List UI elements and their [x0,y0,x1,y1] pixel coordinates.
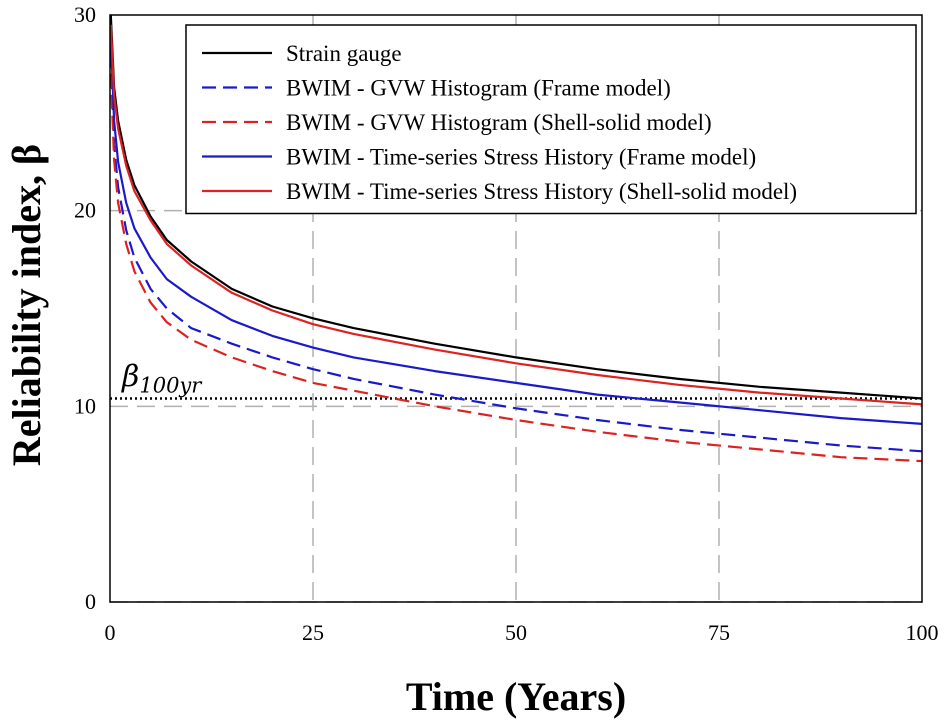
plot-frame [109,14,923,603]
series-line-3 [109,73,923,463]
legend-label-4: BWIM - Time-series Stress History (Frame… [286,145,756,170]
tick-labels: 0 25 50 75 100 0 10 20 30 [74,2,939,645]
legend-label-5: BWIM - Time-series Stress History (Shell… [286,179,797,204]
legend-label-3: BWIM - GVW Histogram (Shell-solid model) [286,110,712,135]
x-tick-label: 25 [302,620,324,645]
legend: Strain gauge BWIM - GVW Histogram (Frame … [185,24,917,215]
x-tick-label: 50 [505,620,527,645]
x-tick-label: 75 [708,620,730,645]
y-tick-label: 0 [85,589,96,614]
x-tick-label: 0 [105,620,116,645]
legend-label-2: BWIM - GVW Histogram (Frame model) [286,76,671,101]
reference-line-group: β100yr [110,360,922,400]
x-tick-label: 100 [906,620,939,645]
series-line-4 [109,34,923,425]
reference-line-label: β100yr [121,360,203,398]
series-line-1 [109,14,923,400]
x-axis-title: Time (Years) [406,674,626,719]
y-tick-label: 10 [74,393,96,418]
series-line-2 [109,54,923,453]
y-tick-label: 30 [74,2,96,27]
y-tick-label: 20 [74,198,96,223]
series-line-5 [109,24,923,406]
series-lines [109,14,923,463]
reference-label-subscript: 100yr [139,374,203,398]
reference-label-base: β [121,360,139,395]
legend-label-1: Strain gauge [286,41,402,66]
y-axis-title: Reliability index, β [4,144,49,466]
legend-box [185,24,917,215]
